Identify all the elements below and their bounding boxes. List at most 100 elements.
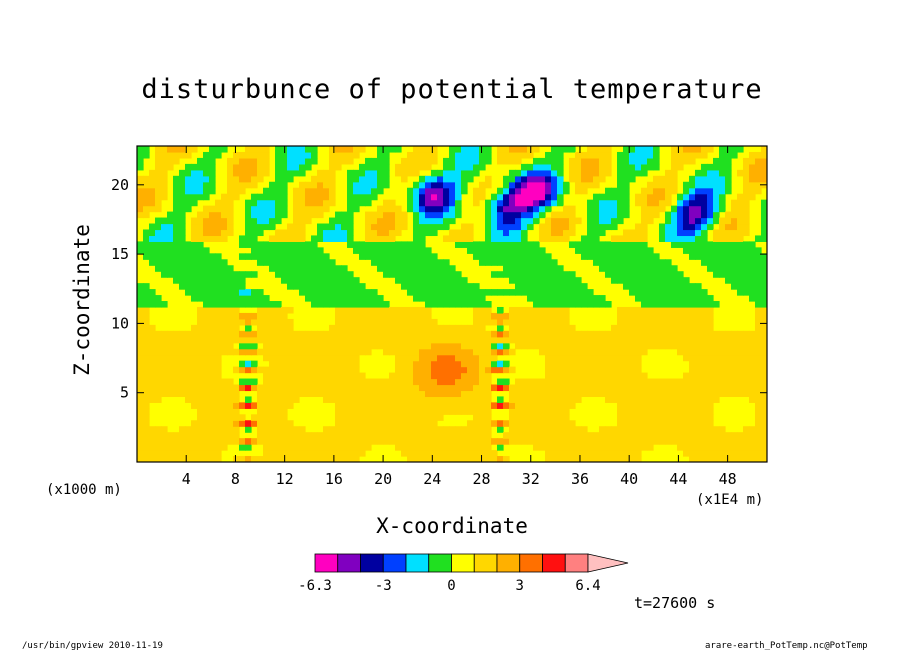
heatmap-cell [737,384,744,392]
heatmap-cell [323,426,330,433]
heatmap-cell [293,432,300,439]
heatmap-cell [701,193,708,201]
heatmap-cell [341,336,348,344]
heatmap-cell [347,169,354,177]
heatmap-cell [371,187,378,195]
heatmap-cell [341,438,348,445]
heatmap-cell [623,205,630,213]
heatmap-cell [515,318,522,326]
heatmap-cell [713,181,720,189]
heatmap-cell [263,384,270,392]
heatmap-cell [431,211,438,219]
heatmap-cell [515,181,522,189]
heatmap-cell [191,187,198,195]
heatmap-cell [665,277,672,284]
heatmap-cell [455,151,462,159]
heatmap-cell [305,390,312,398]
heatmap-cell [335,283,342,290]
heatmap-cell [329,223,336,231]
heatmap-cell [419,444,426,451]
heatmap-cell [581,301,588,308]
heatmap-cell [467,301,474,308]
heatmap-cell [593,348,600,356]
heatmap-cell [503,187,510,195]
heatmap-cell [491,253,498,260]
heatmap-cell [341,342,348,350]
heatmap-cell [671,336,678,344]
heatmap-cell [689,408,696,415]
heatmap-cell [743,217,750,225]
heatmap-cell [671,414,678,421]
heatmap-cell [731,432,738,439]
heatmap-cell [737,450,744,457]
heatmap-cell [305,366,312,374]
heatmap-cell [617,432,624,439]
heatmap-cell [551,372,558,380]
heatmap-cell [575,390,582,398]
heatmap-cell [263,151,270,159]
heatmap-cell [251,289,258,296]
heatmap-cell [407,408,414,415]
heatmap-cell [305,259,312,266]
heatmap-cell [431,265,438,272]
heatmap-cell [275,235,282,242]
heatmap-cell [287,146,294,153]
heatmap-cell [413,342,420,350]
heatmap-cell [191,336,198,344]
heatmap-cell [293,444,300,451]
heatmap-cell [761,390,767,398]
heatmap-cell [665,438,672,445]
heatmap-cell [401,426,408,433]
heatmap-cell [263,438,270,445]
heatmap-cell [161,456,168,462]
heatmap-cell [521,169,528,177]
heatmap-cell [533,157,540,165]
heatmap-cell [647,438,654,445]
heatmap-cell [563,301,570,308]
heatmap-cell [143,193,150,201]
heatmap-cell [233,187,240,195]
heatmap-cell [269,366,276,374]
heatmap-cell [677,330,684,338]
heatmap-cell [383,157,390,165]
heatmap-cell [461,336,468,344]
heatmap-cell [437,181,444,189]
heatmap-cell [605,241,612,248]
heatmap-cell [551,354,558,362]
heatmap-cell [461,360,468,368]
heatmap-cell [515,211,522,219]
heatmap-cell [551,438,558,445]
heatmap-cell [755,378,762,386]
heatmap-cell [743,205,750,213]
heatmap-cell [425,146,432,153]
heatmap-cell [197,265,204,272]
heatmap-cell [353,378,360,386]
heatmap-cell [287,396,294,403]
heatmap-cell [737,330,744,338]
heatmap-cell [173,330,180,338]
heatmap-cell [197,271,204,278]
heatmap-cell [383,420,390,427]
heatmap-cell [179,354,186,362]
heatmap-cell [299,259,306,266]
heatmap-cell [419,211,426,219]
heatmap-cell [221,205,228,213]
heatmap-cell [299,342,306,350]
heatmap-cell [419,372,426,380]
heatmap-cell [185,366,192,374]
heatmap-cell [389,205,396,213]
heatmap-cell [419,354,426,362]
heatmap-cell [677,426,684,433]
heatmap-cell [527,432,534,439]
heatmap-cell [353,420,360,427]
heatmap-cell [311,456,318,462]
heatmap-cell [437,193,444,201]
heatmap-cell [587,348,594,356]
heatmap-cell [377,426,384,433]
heatmap-cell [365,253,372,260]
heatmap-cell [551,217,558,225]
heatmap-cell [587,181,594,189]
heatmap-cell [677,223,684,231]
heatmap-cell [293,271,300,278]
heatmap-cell [563,384,570,392]
